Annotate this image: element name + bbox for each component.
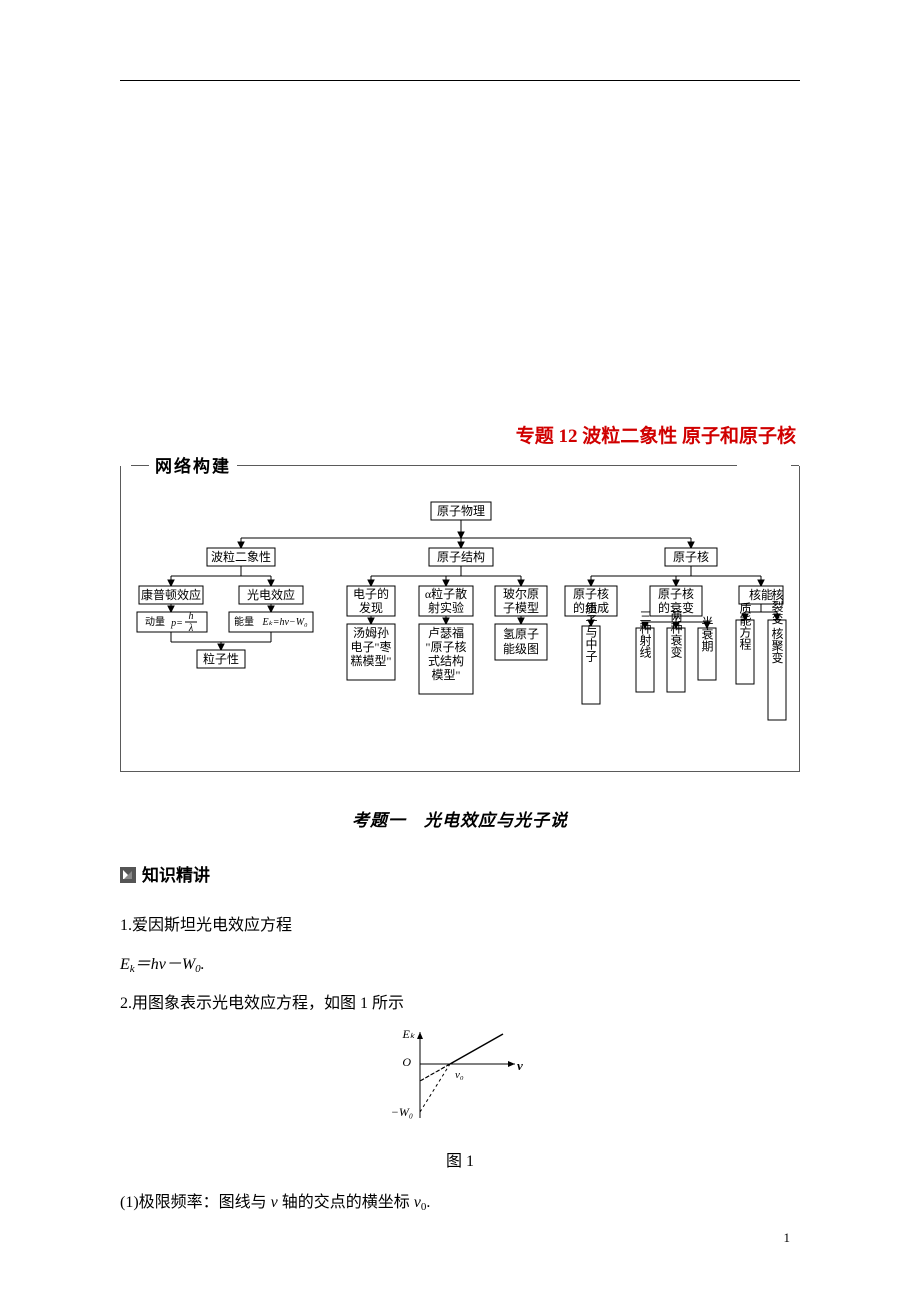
- svg-text:汤姆孙: 汤姆孙: [353, 626, 389, 640]
- svg-text:质子与中子: 质子与中子: [584, 602, 598, 662]
- svg-text:光电效应: 光电效应: [247, 587, 295, 602]
- p3: (1)极限频率：图线与 ν 轴的交点的横坐标 ν0.: [120, 1185, 800, 1220]
- svg-text:ν: ν: [517, 1058, 523, 1073]
- section-title: 考题一 光电效应与光子说: [120, 806, 800, 831]
- svg-text:电子"枣: 电子"枣: [351, 640, 392, 654]
- svg-text:氢原子: 氢原子: [503, 626, 539, 641]
- p1: 1.爱因斯坦光电效应方程: [120, 908, 800, 943]
- svg-text:康普顿效应: 康普顿效应: [141, 587, 201, 602]
- node-root: 原子物理: [437, 504, 485, 518]
- network-label: 网络构建: [149, 452, 237, 477]
- svg-text:射实验: 射实验: [428, 600, 464, 615]
- svg-text:糕模型": 糕模型": [351, 654, 392, 668]
- svg-text:三种射线: 三种射线: [638, 610, 652, 658]
- sub-header: 知识精讲: [120, 861, 800, 886]
- svg-text:卢瑟福: 卢瑟福: [428, 625, 464, 640]
- svg-text:Eₖ=hν−W₀: Eₖ=hν−W₀: [261, 617, 308, 628]
- svg-text:α粒子散: α粒子散: [425, 586, 467, 601]
- network-diagram-box: 网络构建 .box { fill:#fff; stroke:#000; stro…: [120, 466, 800, 772]
- svg-text:Eₖ: Eₖ: [402, 1028, 416, 1041]
- svg-text:式结构: 式结构: [428, 653, 464, 668]
- equation: Ek＝hν－W0.: [120, 947, 800, 982]
- svg-text:λ: λ: [188, 623, 194, 634]
- top-rule: [120, 80, 800, 81]
- svg-text:质能方程: 质能方程: [738, 602, 752, 651]
- svg-text:粒子性: 粒子性: [203, 651, 239, 666]
- svg-text:发现: 发现: [359, 600, 383, 615]
- svg-text:p=: p=: [170, 618, 183, 629]
- svg-text:能量: 能量: [234, 615, 254, 628]
- svg-text:能级图: 能级图: [503, 642, 539, 656]
- svg-text:两种衰变: 两种衰变: [669, 610, 683, 658]
- p2: 2.用图象表示光电效应方程，如图 1 所示: [120, 986, 800, 1021]
- svg-text:玻尔原: 玻尔原: [503, 586, 539, 601]
- svg-text:模型": 模型": [432, 668, 461, 682]
- svg-text:半衰期: 半衰期: [700, 616, 714, 652]
- svg-text:−W₀: −W₀: [391, 1105, 413, 1119]
- svg-text:原子核: 原子核: [673, 550, 709, 564]
- svg-text:原子结构: 原子结构: [437, 549, 485, 564]
- svg-text:"原子核: "原子核: [426, 640, 467, 654]
- svg-text:动量: 动量: [145, 616, 165, 628]
- svg-text:波粒二象性: 波粒二象性: [211, 549, 271, 564]
- main-title: 专题 12 波粒二象性 原子和原子核: [120, 421, 800, 448]
- page-number: 1: [784, 1230, 791, 1246]
- svg-text:ν₀: ν₀: [455, 1069, 464, 1081]
- concept-tree: .box { fill:#fff; stroke:#000; stroke-wi…: [131, 500, 791, 746]
- svg-text:原子核: 原子核: [658, 587, 694, 601]
- svg-text:电子的: 电子的: [353, 586, 389, 601]
- svg-text:核裂变 核聚变: 核裂变 核聚变: [770, 588, 784, 663]
- svg-text:子模型: 子模型: [503, 601, 539, 615]
- svg-text:原子核: 原子核: [573, 587, 609, 601]
- svg-text:h: h: [189, 611, 194, 622]
- graph-caption: 图 1: [120, 1147, 800, 1171]
- svg-text:O: O: [402, 1055, 411, 1069]
- graph: Eₖ O ν₀ ν −W₀: [120, 1028, 800, 1141]
- arrow-box-icon: [120, 867, 136, 883]
